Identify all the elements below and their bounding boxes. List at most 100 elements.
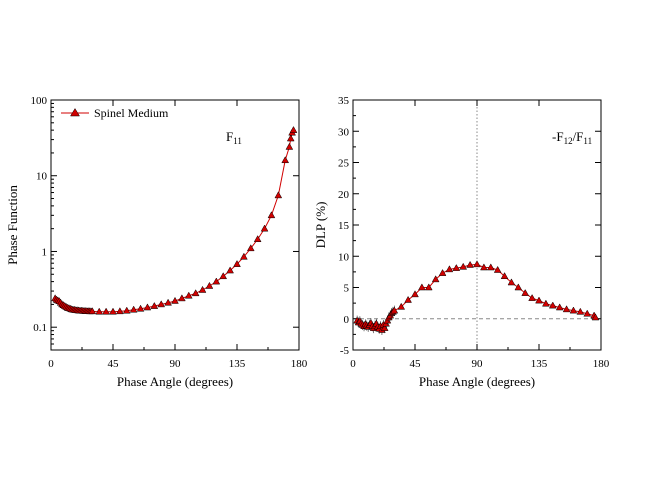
left-data-point <box>143 303 152 311</box>
left-data-point <box>219 272 228 280</box>
left-data-point <box>129 305 138 313</box>
right-data-point <box>562 305 571 313</box>
left-data-point <box>198 285 207 293</box>
phase-function-panel: 0 45 90 135 180 0.1 1 10 100 Phase Angle (degree… <box>5 95 308 389</box>
right-annotation-main: -F <box>552 129 564 144</box>
left-data-point <box>246 244 255 252</box>
right-y-tick-label: 5 <box>344 283 350 295</box>
right-data-point <box>583 309 592 317</box>
left-data-point <box>205 281 214 289</box>
left-x-tick-label: 45 <box>108 358 120 370</box>
left-data-point <box>95 307 104 315</box>
left-data-point <box>171 296 179 304</box>
left-x-tick-label: 90 <box>170 358 182 370</box>
right-data-point <box>466 260 474 268</box>
left-x-axis-label: Phase Angle (degrees) <box>117 374 233 389</box>
right-data-point <box>521 289 530 296</box>
left-data-point <box>233 260 241 267</box>
left-data-point <box>267 211 276 219</box>
legend-marker <box>70 108 80 117</box>
right-data-point <box>507 278 516 286</box>
right-data-point <box>418 283 426 291</box>
left-data-point <box>226 266 234 274</box>
right-x-tick-label: 45 <box>410 358 422 370</box>
right-data-point <box>591 313 600 321</box>
right-data-point <box>411 290 419 298</box>
left-y-tick-label: 100 <box>31 95 48 107</box>
right-x-tick-label: 90 <box>472 358 484 370</box>
left-data-point <box>286 134 295 142</box>
left-data-point <box>184 291 193 299</box>
right-data-point <box>480 263 488 271</box>
legend-label: Spinel Medium <box>94 106 169 120</box>
right-y-tick-label: 0 <box>344 314 350 326</box>
right-y-tick-label: 10 <box>338 251 350 263</box>
right-annotation-sub: 12 <box>564 136 573 146</box>
right-data-point <box>397 302 406 310</box>
right-data-point <box>380 324 389 331</box>
right-data-point <box>486 263 495 271</box>
left-y-axis-label: Phase Function <box>5 185 20 265</box>
right-x-tick-label: 180 <box>593 358 610 370</box>
right-data-point <box>555 303 564 311</box>
right-annotation-main2: /F <box>573 129 584 144</box>
right-data-point <box>404 295 412 303</box>
right-annotation: -F12/F11 <box>552 129 592 146</box>
right-data-point <box>576 307 585 315</box>
left-data-point <box>102 307 110 315</box>
left-data-point <box>88 307 97 315</box>
left-data-point <box>253 235 262 243</box>
right-data-point <box>493 265 502 273</box>
right-series-line <box>356 263 596 332</box>
right-data-point <box>431 275 440 283</box>
right-y-axis-label: DLP (%) <box>313 202 328 249</box>
left-x-tick-label: 0 <box>48 358 54 370</box>
right-y-tick-label: 20 <box>338 189 350 201</box>
left-x-tick-label: 180 <box>291 358 308 370</box>
right-x-tick-label: 0 <box>350 358 356 370</box>
left-data-point <box>164 298 172 306</box>
left-data-point <box>136 304 145 312</box>
right-data-point <box>500 272 509 280</box>
left-x-tick-label: 135 <box>229 358 246 370</box>
right-data-point <box>528 294 536 301</box>
right-data-point <box>514 283 523 291</box>
left-data-point <box>157 300 166 308</box>
right-y-tick-label: 30 <box>338 126 350 138</box>
left-data-point <box>274 191 283 199</box>
left-data-point <box>289 126 298 133</box>
left-data-point <box>240 252 248 260</box>
left-annotation-main: F <box>226 129 233 144</box>
right-data-point <box>569 306 578 314</box>
left-y-tick-label: 1 <box>42 246 48 258</box>
right-x-tick-label: 135 <box>531 358 548 370</box>
right-y-tick-label: 15 <box>338 220 350 232</box>
right-data-point <box>535 296 543 304</box>
left-data-point <box>150 301 159 309</box>
right-y-tick-label: 25 <box>338 158 350 170</box>
left-data-point <box>281 156 290 164</box>
right-data-point <box>438 269 447 276</box>
right-data-point <box>542 299 550 307</box>
right-data-point <box>548 301 557 309</box>
left-annotation: F11 <box>226 129 242 146</box>
right-data-point <box>459 262 468 270</box>
left-data-point <box>116 307 124 315</box>
legend: Spinel Medium <box>61 106 169 120</box>
right-data-point <box>452 264 461 271</box>
right-data-point <box>473 260 481 268</box>
left-data-point <box>212 277 221 285</box>
right-data-point <box>424 283 433 291</box>
left-y-tick-label: 10 <box>36 171 48 183</box>
right-y-tick-label: -5 <box>340 345 350 357</box>
left-data-point <box>122 306 131 314</box>
left-data-point <box>191 289 200 297</box>
left-y-tick-label: 0.1 <box>33 322 47 334</box>
right-data-point <box>445 265 454 273</box>
right-y-tick-label: 35 <box>338 95 350 107</box>
left-data-point <box>109 307 117 315</box>
right-annotation-sub2: 11 <box>583 136 592 146</box>
right-data-point <box>390 306 399 314</box>
